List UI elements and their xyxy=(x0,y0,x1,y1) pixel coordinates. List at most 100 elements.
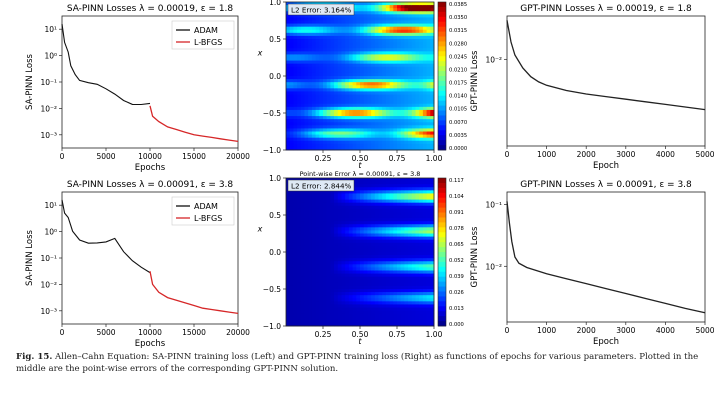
heatmap-cell xyxy=(297,316,302,321)
heatmap-cell xyxy=(337,91,342,95)
heatmap-cell xyxy=(319,35,324,40)
heatmap-cell xyxy=(352,242,357,247)
heatmap-cell xyxy=(348,313,353,318)
heatmap-cell xyxy=(345,97,350,102)
heatmap-cell xyxy=(315,227,320,231)
heatmap-cell xyxy=(304,113,309,117)
heatmap-cell xyxy=(404,85,409,89)
heatmap-cell xyxy=(400,79,405,83)
heatmap-cell xyxy=(352,264,357,268)
heatmap-cell xyxy=(360,285,365,290)
heatmap-cell xyxy=(341,42,346,46)
heatmap-cell xyxy=(393,8,398,12)
heatmap-cell xyxy=(304,29,309,34)
heatmap-cell xyxy=(319,39,324,43)
heatmap-cell xyxy=(297,76,302,80)
heatmap-cell xyxy=(315,289,320,293)
heatmap-cell xyxy=(419,307,424,311)
heatmap-cell xyxy=(382,54,387,58)
heatmap-cell xyxy=(293,282,298,287)
series-line-lbfgs xyxy=(149,271,239,315)
heatmap-cell xyxy=(393,307,398,311)
heatmap-cell xyxy=(378,72,383,77)
heatmap-cell xyxy=(404,134,409,139)
heatmap-cell xyxy=(330,205,335,210)
heatmap-cell xyxy=(286,45,291,49)
heatmap-cell xyxy=(400,140,405,145)
heatmap-cell xyxy=(311,42,316,46)
heatmap-cell xyxy=(363,91,368,95)
heatmap-cell xyxy=(415,137,420,142)
heatmap-cell xyxy=(422,211,427,216)
heatmap-cell xyxy=(308,190,313,194)
heatmap-cell xyxy=(300,221,305,225)
heatmap-cell xyxy=(363,137,368,142)
heatmap-cell xyxy=(330,319,335,324)
heatmap-cell xyxy=(415,66,420,71)
heatmap-cell xyxy=(426,227,431,231)
heatmap-title: Point-wise Error λ = 0.00091, ε = 3.8 xyxy=(300,170,421,178)
heatmap-cell xyxy=(408,5,413,9)
heatmap-cell xyxy=(352,196,357,200)
heatmap-cell xyxy=(326,119,331,123)
heatmap-cell xyxy=(304,313,309,318)
heatmap-cell xyxy=(348,51,353,55)
colorbar-segment xyxy=(438,110,446,116)
heatmap-cell xyxy=(374,88,379,92)
heatmap-cell xyxy=(426,48,431,52)
heatmap-cell xyxy=(286,289,291,293)
heatmap-cell xyxy=(426,131,431,135)
colorbar-tick-label: 0.0385 xyxy=(449,2,467,8)
heatmap-cell xyxy=(411,276,416,281)
heatmap-cell xyxy=(300,304,305,308)
heatmap-cell xyxy=(430,72,435,77)
heatmap-cell xyxy=(323,17,328,21)
heatmap-cell xyxy=(360,190,365,194)
y-axis-label: GPT-PINN Loss xyxy=(470,226,480,287)
heatmap-cell xyxy=(356,319,361,324)
heatmap-cell xyxy=(297,270,302,274)
heatmap-cell xyxy=(408,273,413,278)
heatmap-cell xyxy=(315,261,320,265)
heatmap-cell xyxy=(300,116,305,120)
heatmap-cell xyxy=(293,310,298,315)
heatmap-cell xyxy=(404,267,409,271)
heatmap-cell xyxy=(330,196,335,200)
heatmap-cell xyxy=(326,289,331,293)
heatmap-cell xyxy=(426,239,431,244)
heatmap-cell xyxy=(293,82,298,86)
heatmap-cell xyxy=(411,193,416,197)
heatmap-cell xyxy=(389,270,394,274)
heatmap-cell xyxy=(411,255,416,259)
heatmap-cell xyxy=(371,76,376,80)
heatmap-cell xyxy=(300,94,305,98)
heatmap-cell xyxy=(404,100,409,105)
heatmap-cell xyxy=(404,66,409,71)
heatmap-cell xyxy=(378,285,383,290)
heatmap-cell xyxy=(419,69,424,74)
heatmap-cell xyxy=(426,322,431,327)
heatmap-cell xyxy=(323,85,328,89)
heatmap-cell xyxy=(419,316,424,321)
heatmap-cell xyxy=(404,184,409,188)
heatmap-cell xyxy=(360,301,365,305)
heatmap-cell xyxy=(334,17,339,21)
heatmap-cell xyxy=(356,307,361,311)
heatmap-cell xyxy=(308,2,313,6)
heatmap-cell xyxy=(363,69,368,74)
heatmap-cell xyxy=(411,184,416,188)
heatmap-cell xyxy=(308,248,313,253)
y-tick-label: −1.0 xyxy=(263,146,281,155)
heatmap-cell xyxy=(419,140,424,145)
heatmap-cell xyxy=(300,301,305,305)
heatmap-cell xyxy=(337,72,342,77)
heatmap-cell xyxy=(422,193,427,197)
heatmap-cell xyxy=(337,54,342,58)
heatmap-cell xyxy=(319,91,324,95)
heatmap-cell xyxy=(419,128,424,132)
y-tick-label: −1.0 xyxy=(263,322,281,331)
heatmap-cell xyxy=(334,97,339,102)
heatmap-cell xyxy=(311,131,316,135)
heatmap-cell xyxy=(385,233,390,237)
heatmap-cell xyxy=(378,5,383,9)
